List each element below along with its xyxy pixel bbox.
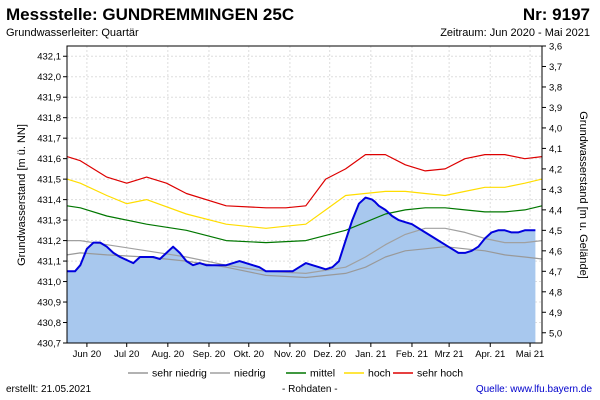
station-number: Nr: 9197: [522, 5, 590, 24]
x-tick-label: Mai 21: [516, 349, 545, 360]
legend-label: sehr niedrig: [152, 368, 207, 380]
y-tick-label: 431,8: [37, 113, 61, 124]
y-tick-label: 430,8: [37, 318, 61, 329]
x-axis: Jun 20 Jul 20 Aug. 20 Sep. 20 Okt. 20 Nov. 20…: [73, 343, 545, 360]
x-tick-label: Aug. 20: [151, 349, 184, 360]
x-tick-label: Feb. 21: [396, 349, 428, 360]
y-axis-right: 3,6 3,7 3,8 3,9 4,0 4,1 4,2 4,3 4,4 4,5 4,6 4,7 4,8 4…: [542, 42, 562, 339]
y-tick-label-right: 3,8: [549, 82, 562, 93]
y-tick-label-right: 4,3: [549, 185, 562, 196]
grid: [67, 46, 542, 344]
y-tick-label: 431,3: [37, 216, 61, 227]
legend-label: sehr hoch: [417, 368, 463, 380]
y-tick-label-right: 4,8: [549, 287, 562, 298]
y-tick-label: 431,6: [37, 154, 61, 165]
raw-data-note: - Rohdaten -: [282, 384, 338, 395]
x-tick-label: Nov. 20: [274, 349, 306, 360]
y-tick-label: 431,1: [37, 257, 61, 268]
y-tick-label-right: 4,9: [549, 308, 562, 319]
station-title: Messstelle: GUNDREMMINGEN 25C: [6, 5, 295, 24]
y-tick-label-right: 4,6: [549, 246, 562, 257]
legend-label: niedrig: [234, 368, 266, 380]
y-tick-label-right: 4,0: [549, 123, 562, 134]
legend-label: hoch: [368, 368, 391, 380]
y-tick-label-right: 5,0: [549, 328, 562, 339]
x-tick-label: Okt. 20: [233, 349, 264, 360]
series-lines: [66, 154, 543, 279]
aquifer-label: Grundwasserleiter: Quartär: [6, 27, 139, 39]
y-tick-label: 430,7: [37, 339, 61, 350]
series-line-mittel: [66, 205, 543, 244]
x-tick-label: Jan. 21: [355, 349, 386, 360]
y-tick-label-right: 4,5: [549, 226, 562, 237]
plot-frame: [66, 45, 543, 344]
x-tick-label: Mrz 21: [435, 349, 464, 360]
legend-label: mittel: [310, 368, 335, 380]
source-link[interactable]: Quelle: www.lfu.bayern.de: [475, 384, 592, 395]
y-tick-label: 432,0: [37, 72, 61, 83]
y-tick-label: 430,9: [37, 298, 61, 309]
series-line-hoch: [66, 178, 543, 229]
legend: sehr niedrig niedrig mittel hoch sehr hoch: [128, 368, 463, 380]
x-tick-label: Dez. 20: [313, 349, 346, 360]
y-axis-left: 432,1 432,0 431,9 431,8 431,7 431,6 431,5 431,4…: [37, 52, 67, 350]
x-tick-label: Jun 20: [73, 349, 102, 360]
y-tick-label: 431,4: [37, 195, 61, 206]
measured-fill-area: [67, 197, 536, 343]
y-tick-label: 431,7: [37, 134, 61, 145]
y-tick-label-right: 4,2: [549, 164, 562, 175]
y-tick-label: 431,0: [37, 277, 61, 288]
y-tick-label-right: 3,7: [549, 62, 562, 73]
y-axis-label-right: Grundwasserstand [m u. Gelände]: [577, 111, 589, 279]
y-tick-label-right: 4,4: [549, 205, 562, 216]
y-tick-label-right: 4,1: [549, 144, 562, 155]
y-tick-label: 432,1: [37, 52, 61, 63]
series-line-sehr-hoch: [66, 154, 543, 209]
y-tick-label: 431,5: [37, 175, 61, 186]
y-axis-label-left: Grundwasserstand [m ü. NN]: [16, 124, 28, 266]
y-tick-label-right: 3,9: [549, 103, 562, 114]
period-label: Zeitraum: Jun 2020 - Mai 2021: [440, 27, 590, 39]
y-tick-label-right: 4,7: [549, 267, 562, 278]
y-tick-label-right: 3,6: [549, 42, 562, 53]
y-tick-label: 431,2: [37, 236, 61, 247]
series-line-measured: [67, 196, 536, 273]
y-tick-label: 431,9: [37, 93, 61, 104]
created-date: erstellt: 21.05.2021: [6, 384, 92, 395]
x-tick-label: Jul 20: [114, 349, 139, 360]
x-tick-label: Sep. 20: [193, 349, 226, 360]
x-tick-label: Apr. 21: [475, 349, 505, 360]
